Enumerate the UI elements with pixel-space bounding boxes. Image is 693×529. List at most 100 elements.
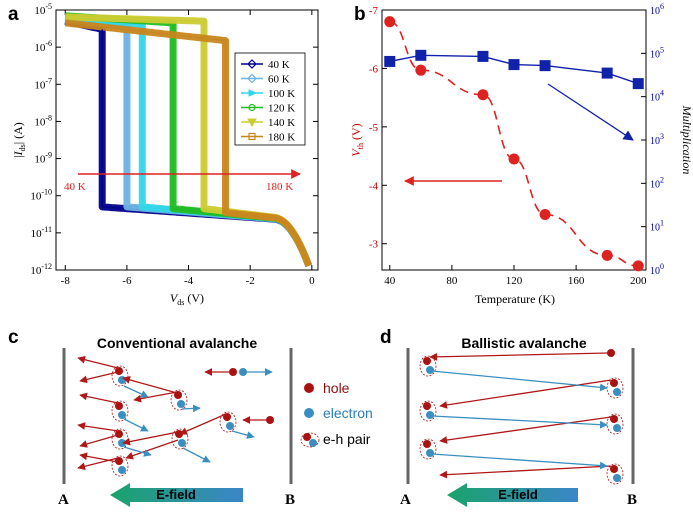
chart-b-vth-point: [415, 64, 427, 76]
chart-b-frame: [381, 9, 647, 271]
chart-a-frame: [55, 9, 319, 271]
hole-dot: [175, 430, 183, 438]
eh-pair-outline: [419, 400, 437, 422]
chart-a: 10-5 10-6 10-7 10-8 10-9 10-10 10-11 10-12 -8 -6…: [11, 2, 319, 307]
schematic-d-title: Ballistic avalanche: [461, 335, 587, 351]
hole-arrow: [79, 371, 119, 384]
electron-arrow: [181, 404, 201, 413]
hole-dot: [423, 402, 431, 410]
chart-b-right-tick-label: 103: [650, 132, 664, 147]
chart-b-left-ticks: -7 -6 -5 -4 -3: [369, 5, 387, 251]
legend-hole-icon: [304, 383, 314, 393]
chart-a-legend-marker: [248, 132, 256, 141]
hole-dot: [115, 457, 123, 465]
chart-b-multiplication-point: [384, 55, 396, 67]
chart-a-y-tick-label: 10-5: [34, 2, 52, 17]
chart-a-y-ticks: 10-5 10-6 10-7 10-8 10-9 10-10 10-11 10-12: [30, 2, 318, 277]
electron-arrow: [123, 418, 149, 432]
chart-a-legend-label: 100 K: [268, 88, 295, 100]
electron-arrow: [431, 370, 608, 392]
hole-arrow: [179, 413, 227, 435]
chart-b-multiplication-point: [477, 50, 489, 62]
chart-b-right-axis-title: Multiplication: [680, 105, 693, 175]
electron-dot: [613, 474, 621, 482]
chart-b: -7 -6 -5 -4 -3 100 101 102 103 104 105 106 40 80 120…: [349, 2, 693, 306]
chart-b-x-tick-label: 120: [506, 275, 523, 287]
chart-a-legend-label: 180 K: [268, 132, 295, 144]
schematic-d-efield-label: E-field: [498, 487, 538, 502]
panel-d-letter: d: [380, 327, 392, 348]
panel-c-letter: c: [8, 327, 19, 348]
hole-arrow: [439, 379, 612, 409]
schematic-legend: hole electron e-h pair: [300, 380, 373, 448]
chart-b-vth-point: [508, 153, 520, 165]
chart-a-x-title-main: V: [170, 291, 179, 305]
eh-pair-outline: [111, 365, 129, 387]
schematic-conventional: Conventional avalanche A B E-field: [58, 335, 295, 508]
chart-b-x-ticks: 40 80 120 160 200: [384, 265, 647, 287]
hole-arrow: [77, 355, 119, 369]
electron-arrow: [123, 446, 152, 457]
schematic-d-label-b: B: [627, 492, 637, 508]
chart-a-legend-label: 60 K: [268, 74, 290, 86]
electron-dot: [177, 400, 185, 408]
chart-b-left-tick-label: -5: [369, 122, 379, 134]
chart-a-series-180k: [64, 19, 313, 267]
eh-pair-outline: [170, 389, 188, 411]
chart-b-left-axis-title: Vth (V): [349, 123, 365, 156]
chart-a-x-tick-label: -2: [246, 275, 255, 287]
hole-dot: [115, 430, 123, 438]
chart-b-right-tick-label: 102: [650, 175, 664, 190]
chart-a-legend-label: 140 K: [268, 117, 295, 129]
hole-arrow: [133, 391, 178, 403]
legend-pair-hole-icon: [303, 433, 311, 441]
electron-dot: [613, 388, 621, 396]
chart-a-x-tick-label: -6: [122, 275, 132, 287]
chart-b-left-tick-label: -7: [369, 5, 379, 17]
hole-dot: [610, 379, 618, 387]
legend-pair-electron-icon: [309, 439, 317, 447]
chart-a-x-axis-title: Vds (V): [170, 291, 204, 307]
chart-a-legend-label: 120 K: [268, 103, 295, 115]
chart-b-multiplication-point: [601, 67, 613, 79]
chart-b-multiplication-point: [508, 59, 520, 71]
chart-a-x-tick-label: -4: [184, 275, 194, 287]
chart-a-legend-label: 40 K: [268, 59, 290, 71]
hole-dot: [115, 402, 123, 410]
schematic-c-title: Conventional avalanche: [97, 335, 257, 351]
chart-b-vth-point: [601, 249, 613, 261]
chart-b-multiplication-point: [632, 78, 644, 90]
chart-a-x-ticks: -8 -6 -4 -2 0: [61, 10, 315, 287]
chart-b-left-tick-label: -6: [369, 63, 379, 75]
hole-arrow: [439, 465, 612, 479]
chart-a-annotation-right: 180 K: [266, 181, 293, 193]
legend-pair-outline-icon: [300, 432, 320, 448]
electron-arrow: [231, 430, 255, 439]
chart-b-left-tick-label: -3: [369, 239, 379, 251]
chart-a-legend-marker: [248, 103, 256, 112]
chart-b-x-tick-label: 160: [568, 275, 585, 287]
chart-b-vth-line: [389, 20, 639, 267]
hole-dot: [607, 349, 615, 357]
chart-b-x-axis-title: Temperature (K): [475, 292, 555, 306]
chart-b-left-title-sub: th: [356, 143, 365, 149]
schematic-d-label-a: A: [400, 492, 411, 508]
chart-a-y-tick-label: 10-12: [30, 262, 52, 277]
chart-a-legend-marker: [248, 89, 258, 97]
chart-a-x-title-unit: (V): [184, 291, 204, 305]
legend-hole-label: hole: [323, 380, 350, 396]
electron-dot: [226, 422, 234, 430]
chart-b-right-ticks: 100 101 102 103 104 105 106: [641, 2, 664, 277]
eh-pair-outline: [606, 463, 624, 485]
chart-a-legend-marker: [247, 73, 257, 84]
hole-dot: [423, 357, 431, 365]
chart-a-legend-box: [234, 52, 306, 146]
legend-electron-label: electron: [323, 405, 373, 421]
legend-pair-label: e-h pair: [323, 431, 371, 447]
hole-arrow: [79, 392, 119, 404]
chart-b-right-tick-label: 105: [650, 45, 664, 60]
hole-dot: [266, 416, 274, 424]
hole-arrow: [122, 376, 178, 394]
schematic-c-efield-arrow: [110, 483, 243, 507]
hole-arrow: [429, 352, 609, 361]
